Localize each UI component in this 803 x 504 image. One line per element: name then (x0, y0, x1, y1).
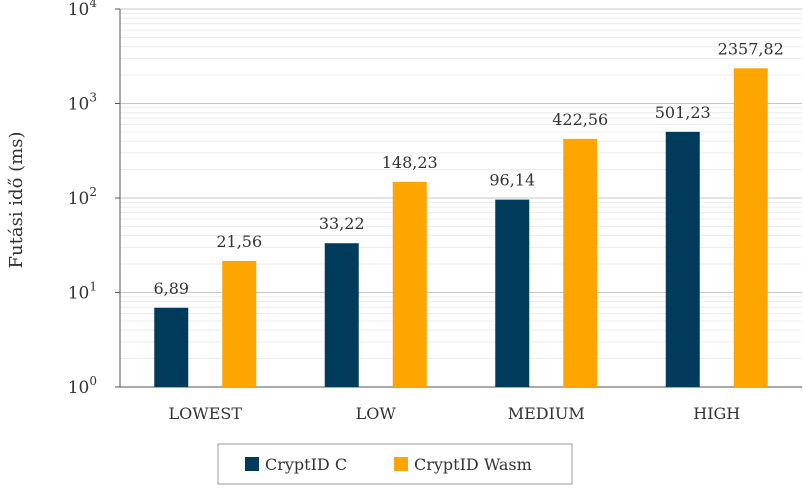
data-label: 33,22 (319, 214, 365, 233)
y-tick-label: 100 (68, 374, 97, 398)
category-label: LOW (356, 404, 397, 423)
category-label: LOWEST (169, 404, 243, 423)
y-tick-label: 104 (68, 0, 98, 20)
legend: CryptID C CryptID Wasm (217, 443, 573, 485)
y-tick-label: 103 (68, 91, 97, 115)
category-label: HIGH (693, 404, 740, 423)
bar-wasm-high (733, 68, 768, 388)
bar-c-low (324, 243, 359, 387)
bar-c-high (665, 131, 700, 387)
data-label: 501,23 (655, 103, 711, 122)
y-tick-label: 101 (68, 280, 97, 304)
category-labels: LOWEST LOW MEDIUM HIGH (169, 404, 741, 423)
data-label: 96,14 (489, 171, 535, 190)
data-label: 6,89 (153, 279, 189, 298)
data-label: 422,56 (552, 110, 608, 129)
data-label: 2357,82 (718, 39, 784, 58)
data-label: 21,56 (216, 232, 262, 251)
y-axis-title: Futási idő (ms) (6, 132, 27, 269)
legend-swatch (245, 457, 259, 471)
data-labels: 6,89 21,56 33,22 148,23 96,14 422,56 501,23 235… (153, 39, 783, 297)
data-label: 148,23 (382, 153, 438, 172)
y-tick-labels: 100 101 102 103 104 (68, 0, 98, 398)
bar-wasm-lowest (222, 260, 257, 387)
bar-wasm-low (392, 181, 427, 387)
y-tick-label: 102 (68, 185, 97, 209)
legend-label: CryptID C (265, 455, 347, 474)
category-label: MEDIUM (508, 404, 585, 423)
bar-c-lowest (154, 307, 189, 387)
bars (154, 68, 768, 388)
bar-wasm-medium (563, 138, 598, 387)
bar-c-medium (495, 199, 530, 387)
legend-label: CryptID Wasm (414, 455, 532, 474)
legend-swatch (394, 457, 408, 471)
